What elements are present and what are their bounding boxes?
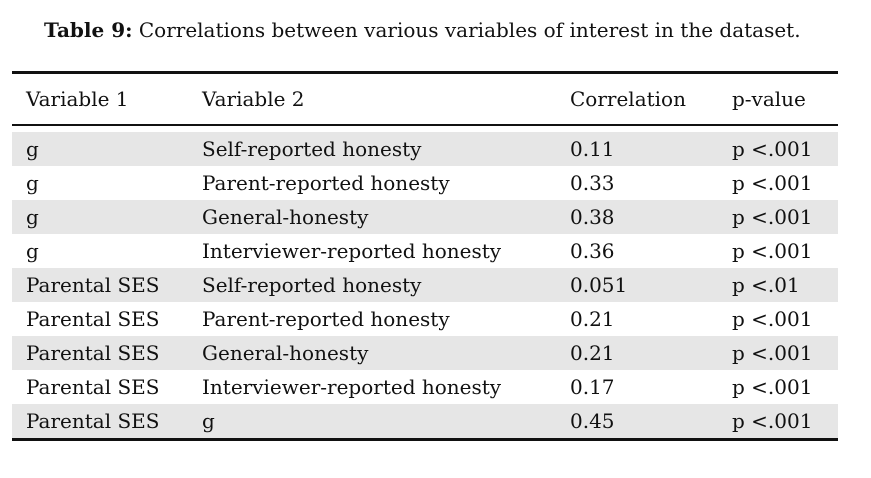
cell-variable-2: g <box>202 408 215 433</box>
cell-correlation: 0.21 <box>570 306 615 331</box>
cell-p-value: p <.001 <box>732 374 813 399</box>
cell-variable-2: Self-reported honesty <box>202 136 422 161</box>
cell-p-value: p <.001 <box>732 170 813 195</box>
table-row: g Interviewer-reported honesty 0.36 p <.… <box>12 234 838 268</box>
correlation-table: Variable 1 Variable 2 Correlation p-valu… <box>12 71 838 441</box>
table-row: Parental SES General-honesty 0.21 p <.00… <box>12 335 838 370</box>
table-row: Parental SES Interviewer-reported honest… <box>12 370 838 404</box>
cell-variable-1: g <box>26 204 39 229</box>
cell-variable-2: Interviewer-reported honesty <box>202 238 502 263</box>
cell-p-value: p <.001 <box>732 238 813 263</box>
table-row: Parental SES g 0.45 p <.001 <box>12 403 838 438</box>
table-bottom-rule <box>12 437 838 441</box>
table-header-rule <box>12 124 838 126</box>
cell-variable-1: Parental SES <box>26 272 160 297</box>
header-correlation: Correlation <box>570 87 686 111</box>
header-variable-1: Variable 1 <box>26 87 129 111</box>
table-row: g Self-reported honesty 0.11 p <.001 <box>12 131 838 166</box>
cell-variable-1: g <box>26 136 39 161</box>
cell-p-value: p <.001 <box>732 340 813 365</box>
cell-variable-2: General-honesty <box>202 204 369 229</box>
cell-correlation: 0.38 <box>570 204 615 229</box>
cell-variable-2: Interviewer-reported honesty <box>202 374 502 399</box>
cell-variable-1: Parental SES <box>26 306 160 331</box>
table-row: g Parent-reported honesty 0.33 p <.001 <box>12 166 838 200</box>
table-row: g General-honesty 0.38 p <.001 <box>12 199 838 234</box>
cell-correlation: 0.11 <box>570 136 615 161</box>
cell-variable-2: Parent-reported honesty <box>202 306 450 331</box>
header-variable-2: Variable 2 <box>202 87 305 111</box>
cell-variable-1: g <box>26 170 39 195</box>
header-p-value: p-value <box>732 87 806 111</box>
table-row: Parental SES Self-reported honesty 0.051… <box>12 267 838 302</box>
cell-p-value: p <.001 <box>732 408 813 433</box>
cell-variable-2: General-honesty <box>202 340 369 365</box>
cell-correlation: 0.21 <box>570 340 615 365</box>
cell-correlation: 0.17 <box>570 374 615 399</box>
cell-variable-1: g <box>26 238 39 263</box>
table-caption-label: Table 9: <box>44 18 133 42</box>
cell-variable-2: Parent-reported honesty <box>202 170 450 195</box>
table-caption-text: Correlations between various variables o… <box>138 18 801 42</box>
cell-correlation: 0.36 <box>570 238 615 263</box>
cell-p-value: p <.01 <box>732 272 800 297</box>
cell-correlation: 0.45 <box>570 408 615 433</box>
cell-variable-1: Parental SES <box>26 374 160 399</box>
cell-correlation: 0.33 <box>570 170 615 195</box>
table-caption: Table 9: Correlations between various va… <box>44 16 801 44</box>
table-row: Parental SES Parent-reported honesty 0.2… <box>12 302 838 336</box>
cell-variable-2: Self-reported honesty <box>202 272 422 297</box>
cell-p-value: p <.001 <box>732 306 813 331</box>
table-header-row: Variable 1 Variable 2 Correlation p-valu… <box>12 74 838 124</box>
cell-variable-1: Parental SES <box>26 340 160 365</box>
cell-p-value: p <.001 <box>732 136 813 161</box>
table-top-rule <box>12 71 838 74</box>
cell-correlation: 0.051 <box>570 272 628 297</box>
cell-p-value: p <.001 <box>732 204 813 229</box>
cell-variable-1: Parental SES <box>26 408 160 433</box>
